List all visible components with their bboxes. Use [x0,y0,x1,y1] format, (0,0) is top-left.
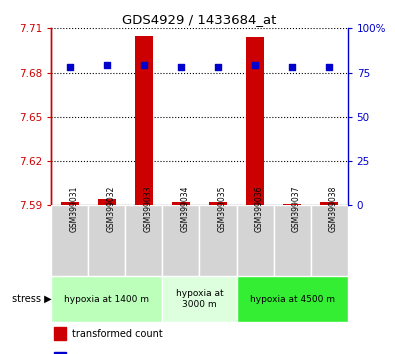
Bar [237,205,274,276]
Bar [126,205,162,276]
Point [326,64,332,70]
Point [141,63,147,68]
Bar [320,202,339,205]
Point [104,63,110,68]
Text: GSM399038: GSM399038 [329,185,338,232]
Bar [246,37,264,205]
Bar [199,205,237,276]
Bar [51,276,162,322]
Text: GSM399035: GSM399035 [218,185,227,232]
Bar [51,205,88,276]
Bar [162,276,237,322]
Text: hypoxia at 1400 m: hypoxia at 1400 m [64,295,149,304]
Point [67,64,73,70]
Text: GSM399032: GSM399032 [107,185,116,232]
Bar [88,205,126,276]
Text: GSM399034: GSM399034 [181,185,190,232]
Bar [135,36,153,205]
Bar [237,276,348,322]
Text: transformed count: transformed count [72,329,163,339]
Text: hypoxia at
3000 m: hypoxia at 3000 m [176,290,223,309]
Bar [283,204,301,205]
Bar [60,202,79,205]
Point [215,64,221,70]
Text: stress ▶: stress ▶ [12,294,51,304]
Text: GSM399033: GSM399033 [144,185,153,232]
Text: GSM399036: GSM399036 [255,185,264,232]
Bar [209,202,227,205]
Bar [274,205,310,276]
Point [289,64,295,70]
Bar [55,327,66,340]
Point [178,64,184,70]
Bar [172,202,190,205]
Bar [98,199,116,205]
Bar [310,205,348,276]
Text: hypoxia at 4500 m: hypoxia at 4500 m [250,295,335,304]
Text: GSM399031: GSM399031 [70,185,79,232]
Text: GSM399037: GSM399037 [292,185,301,232]
Point [252,63,258,68]
Bar [55,353,66,354]
Title: GDS4929 / 1433684_at: GDS4929 / 1433684_at [122,13,276,26]
Bar [162,205,199,276]
